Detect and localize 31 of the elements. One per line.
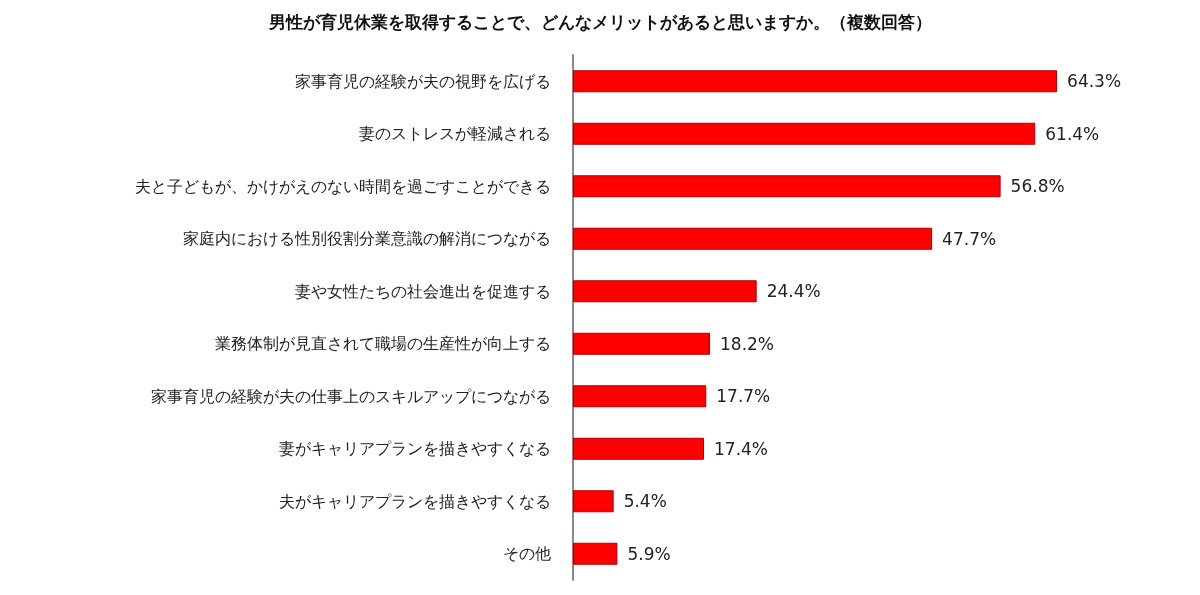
y-tick-label: 家事育児の経験が夫の仕事上のスキルアップにつながる [151,386,551,406]
y-tick-label: 妻や女性たちの社会進出を促進する [295,281,551,301]
data-label: 17.4% [714,438,769,459]
data-label: 5.4% [623,491,667,512]
data-label: 18.2% [720,333,775,354]
y-tick-label: 夫と子どもが、かけがえのない時間を過ごすことができる [135,176,551,196]
bar [573,437,704,460]
data-label: 5.9% [627,543,671,564]
chart-title: 男性が育児休業を取得することで、どんなメリットがあると思いますか。（複数回答） [267,11,932,32]
bar [573,542,618,565]
y-tick-label: その他 [503,544,551,564]
y-tick-label: 家事育児の経験が夫の視野を広げる [295,71,551,91]
y-tick-label: 妻のストレスが軽減される [359,124,551,144]
bar [573,122,1036,145]
y-tick-label: 妻がキャリアプランを描きやすくなる [279,439,551,459]
data-label: 24.4% [766,281,821,302]
data-label: 47.7% [942,228,997,249]
y-tick-label: 家庭内における性別役割分業意識の解消につながる [183,229,551,249]
bar [573,385,707,408]
data-label: 64.3% [1067,71,1122,92]
bar [573,70,1058,93]
bar [573,332,711,355]
data-label: 61.4% [1045,123,1100,144]
data-label: 56.8% [1010,176,1065,197]
bar [573,280,757,303]
bar [573,490,614,513]
bar [573,227,933,250]
y-tick-label: 業務体制が見直されて職場の生産性が向上する [215,334,551,354]
bar [573,175,1001,198]
y-tick-label: 夫がキャリアプランを描きやすくなる [279,491,551,511]
data-label: 17.7% [716,386,771,407]
